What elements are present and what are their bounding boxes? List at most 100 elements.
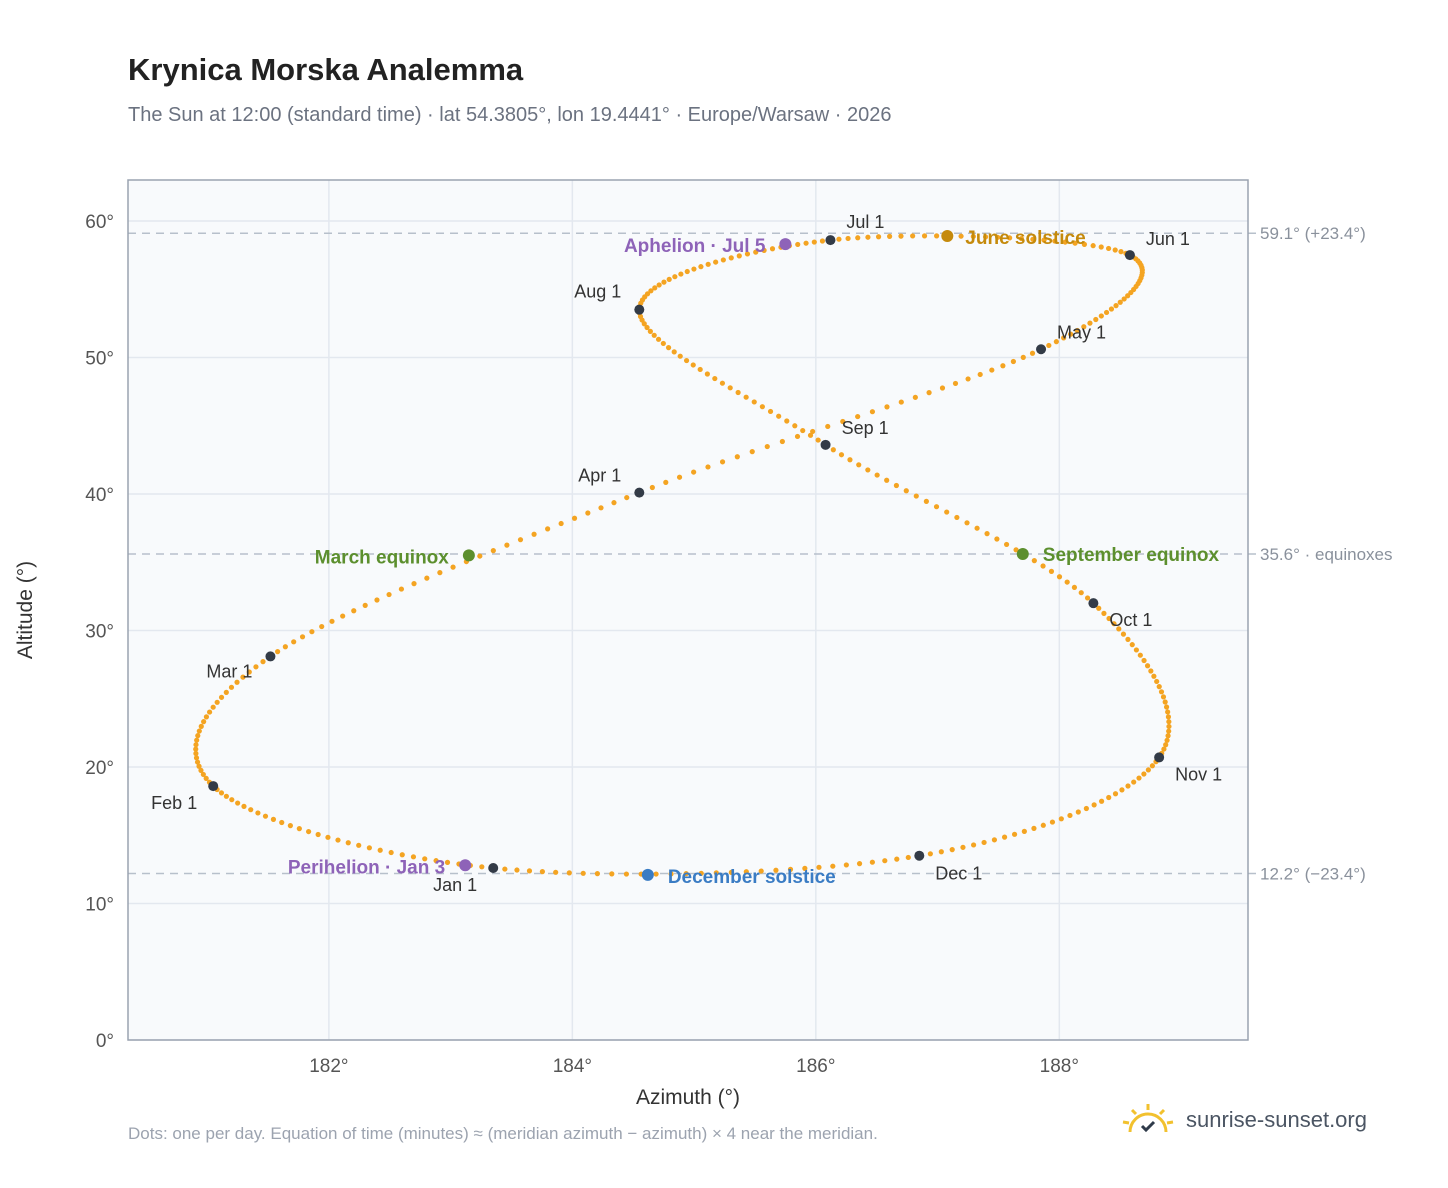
day-dot [1113,303,1119,309]
day-dot [241,803,247,809]
day-dot [1011,831,1018,837]
brand-logo[interactable]: sunrise-sunset.org [1120,1102,1367,1138]
day-dot [981,839,987,846]
day-dot [753,249,759,255]
day-dot [223,689,229,695]
day-dot [1040,822,1046,828]
day-dot [1091,802,1097,808]
day-dot [1041,237,1047,243]
y-tick-label: 60° [85,212,114,233]
month-marker [914,850,925,861]
day-dot [1161,746,1167,752]
day-dot [553,869,559,875]
day-dot [705,261,711,267]
day-dot [761,247,767,253]
chart-title: Krynica Morska Analemma [128,52,524,87]
day-dot [398,586,405,592]
day-dot [884,404,890,410]
day-dot [1031,825,1037,831]
day-dot [684,268,690,275]
day-dot [683,871,689,877]
day-dot [345,840,351,846]
day-dot [386,591,392,598]
day-dot [193,746,199,752]
day-dot [340,613,346,619]
day-dot [1000,363,1006,369]
day-dot [196,728,202,734]
day-dot [1151,673,1157,679]
day-dot [719,380,726,386]
day-dot [995,234,1001,240]
day-dot [668,871,674,877]
day-dot [982,234,989,240]
event-marker [779,238,792,251]
day-dot [960,844,966,850]
day-dot [1111,621,1117,627]
day-dot [952,380,959,387]
day-dot [1090,243,1096,249]
day-dot [1083,805,1089,812]
day-dot [218,694,225,700]
day-dot [912,394,918,400]
day-dot [800,427,806,434]
month-label: May 1 [1057,322,1106,342]
month-label: Jan 1 [433,875,477,895]
day-dot [666,276,672,282]
day-dot [656,282,662,288]
day-dot [1046,342,1052,349]
day-dot [933,504,940,510]
plot-frame [127,179,1249,1041]
x-tick-label: 182° [309,1056,348,1077]
day-dot [903,488,909,494]
day-dot [255,810,261,816]
day-dot [830,447,836,453]
day-dot [1106,794,1112,801]
day-dot [362,602,368,608]
day-dot [736,253,742,259]
day-dot [954,514,960,521]
day-dot [422,856,428,862]
day-dot [1067,812,1073,819]
day-dot [1075,809,1081,815]
day-dot [1020,354,1026,360]
day-dot [655,336,662,342]
day-dot [677,353,683,359]
day-dot [855,413,861,420]
day-dot [964,520,970,526]
reference-lines: 59.1° (+23.4°) 35.6° · equinoxes 12.2° (−2… [128,224,1393,883]
day-dot [309,629,315,635]
month-label: Sep 1 [842,418,889,438]
day-dot [843,862,849,868]
x-axis-label: Azimuth (°) [636,1086,740,1109]
day-dot [660,340,666,347]
markers: June solstice December solstice March equi… [151,212,1222,895]
day-dot [319,623,325,630]
day-dot [869,409,876,415]
y-tick-label: 30° [85,621,114,642]
day-dot [712,375,718,382]
day-dot [260,659,266,665]
day-dot [196,763,202,769]
day-dot [749,449,755,455]
day-dot [1084,595,1091,601]
day-dot [1163,704,1170,710]
day-dot [580,870,586,876]
day-dot [815,437,821,443]
day-dot [437,570,443,576]
day-dot [279,819,285,826]
day-dot [875,234,882,240]
day-dot [218,790,225,796]
day-dot [502,866,508,872]
day-dot [727,385,733,391]
day-dot [845,235,851,242]
day-dot [1003,541,1010,548]
day-dot [991,837,998,843]
day-dot [994,536,1000,542]
day-dot [977,371,983,378]
event-marker [459,859,472,872]
day-dot [759,404,765,410]
day-dot [282,644,288,650]
day-dot [769,246,776,252]
day-dot [517,537,524,543]
